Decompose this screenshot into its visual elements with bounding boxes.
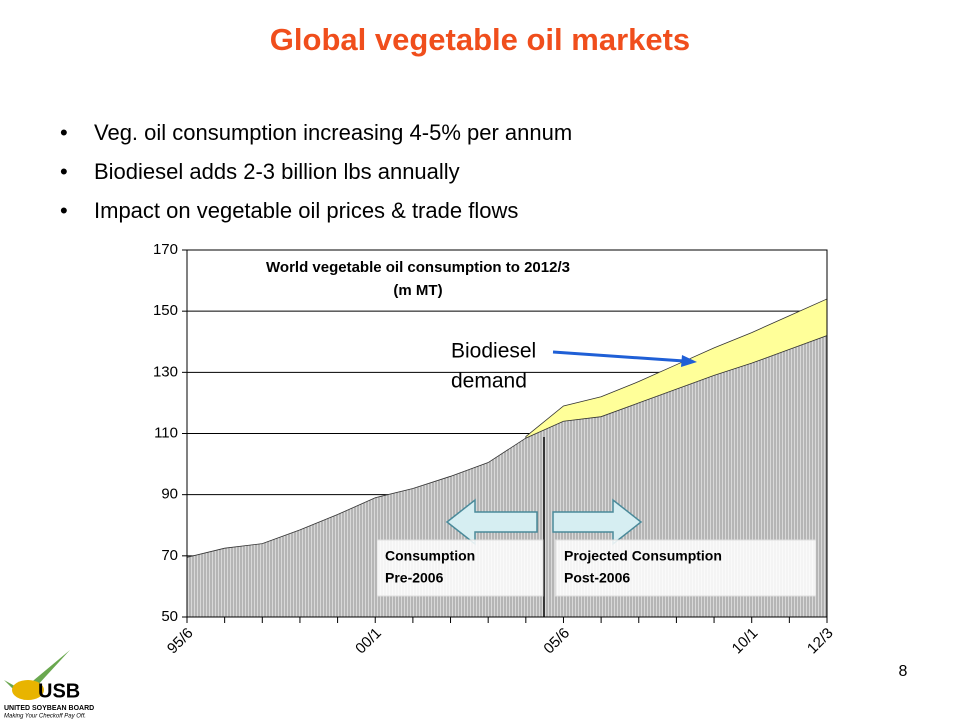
bullet-dot: • [60,120,68,145]
logo: USB UNITED SOYBEAN BOARD Making Your Che… [4,650,94,720]
y-tick-label: 130 [153,363,178,380]
chart-title: (m MT) [393,282,442,299]
x-tick-label: 95/6 [164,625,197,658]
bullet-text: Biodiesel adds 2-3 billion lbs annually [94,159,460,184]
annotation: Biodiesel [451,340,536,363]
annotation: demand [451,370,527,393]
box-text: Pre-2006 [385,570,444,586]
y-tick-label: 150 [153,302,178,319]
y-tick-label: 170 [153,241,178,258]
text-box [376,539,544,597]
box-text: Post-2006 [564,570,630,586]
logo-slogan: Making Your Checkoff Pay Off. [4,714,86,720]
annotation-arrowhead [681,355,697,367]
x-tick-label: 00/1 [352,625,385,658]
page-number: 8 [899,663,908,680]
x-tick-label: 12/3 [804,625,837,658]
plot: 50 70 90 110 130 150 170 95/6 00/1 05/6 10/1 12/3 Wo… [153,241,837,657]
box-text: Consumption [385,548,475,564]
logo-bean [12,680,44,700]
slide-title: Global vegetable oil markets [270,22,690,57]
box-text: Projected Consumption [564,548,722,564]
x-tick-label: 05/6 [540,625,573,658]
chart-title: World vegetable oil consumption to 2012/… [266,259,570,276]
y-tick-label: 90 [161,486,178,503]
bullet-dot: • [60,198,68,223]
logo-name: UNITED SOYBEAN BOARD [4,705,94,712]
bullets: • Veg. oil consumption increasing 4-5% p… [60,120,572,223]
y-tick-label: 110 [154,424,178,441]
y-tick-label: 50 [161,608,178,625]
bullet-text: Impact on vegetable oil prices & trade f… [94,198,518,223]
x-tick-label: 10/1 [729,625,762,658]
bullet-text: Veg. oil consumption increasing 4-5% per… [94,120,572,145]
annotation-arrow [552,350,685,363]
bullet-dot: • [60,159,68,184]
text-box [555,539,817,597]
logo-mark: USB [38,680,80,702]
y-tick-label: 70 [161,547,178,564]
